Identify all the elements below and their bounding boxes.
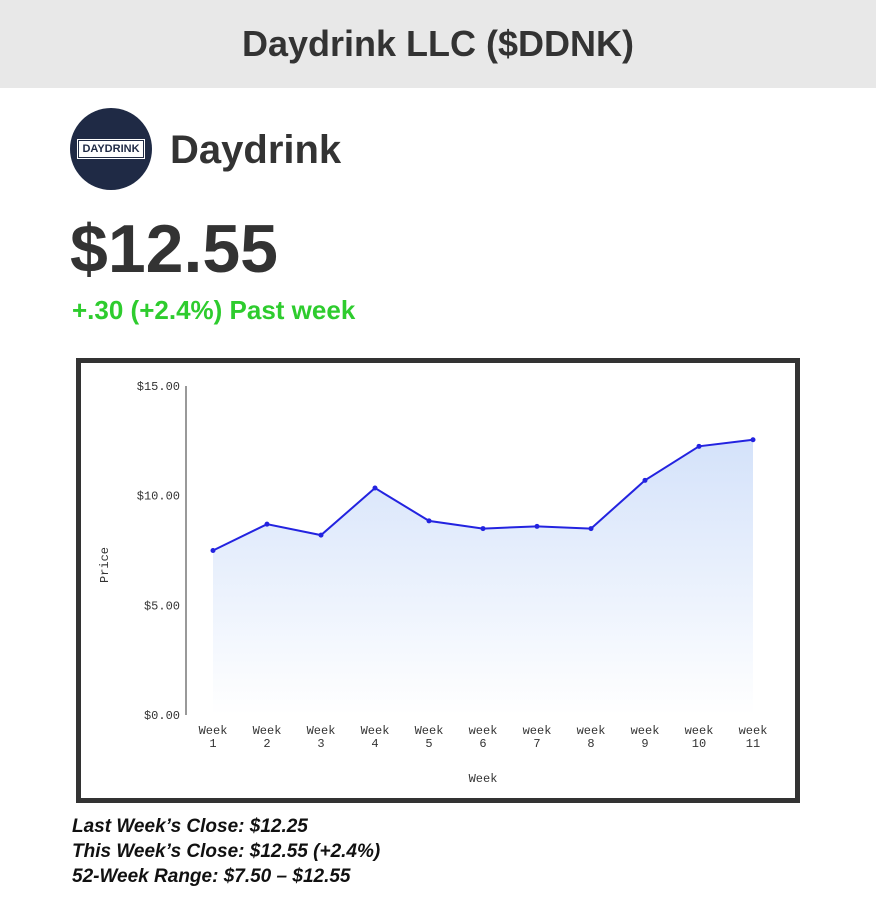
x-tick-label: Week 1 bbox=[199, 724, 228, 751]
x-tick-label: Week 2 bbox=[253, 724, 282, 751]
point bbox=[588, 526, 594, 532]
point bbox=[534, 523, 540, 529]
footer-line: 52-Week Range: $7.50 – $12.55 bbox=[72, 866, 351, 887]
x-axis-title: Week bbox=[469, 772, 498, 786]
x-tick-label: week 6 bbox=[469, 724, 498, 751]
x-tick-label: week 7 bbox=[523, 724, 552, 751]
x-tick-label: week 8 bbox=[577, 724, 606, 751]
company-name: Daydrink bbox=[170, 128, 342, 172]
x-tick-label: Week 5 bbox=[415, 724, 444, 751]
logo-text: DAYDRINK bbox=[77, 139, 145, 159]
point bbox=[318, 532, 324, 538]
footer-line: Last Week’s Close: $12.25 bbox=[72, 816, 308, 837]
point bbox=[210, 548, 216, 553]
point bbox=[480, 526, 486, 532]
point bbox=[264, 521, 270, 527]
y-axis-title: Price bbox=[98, 547, 112, 583]
point bbox=[750, 437, 756, 443]
price: $12.55 bbox=[70, 211, 278, 287]
x-tick-label: Week 3 bbox=[307, 724, 336, 751]
y-tick-label: $0.00 bbox=[144, 709, 180, 723]
y-tick-label: $10.00 bbox=[137, 490, 180, 504]
header-title: Daydrink LLC ($DDNK) bbox=[0, 0, 876, 88]
area bbox=[213, 439, 753, 715]
x-tick-label: week 11 bbox=[739, 724, 768, 751]
point bbox=[426, 518, 432, 524]
point bbox=[372, 485, 378, 491]
y-tick-label: $5.00 bbox=[144, 599, 180, 613]
y-tick-label: $15.00 bbox=[137, 380, 180, 394]
footer-line: This Week’s Close: $12.55 (+2.4%) bbox=[72, 841, 381, 862]
price-change: +.30 (+2.4%) Past week bbox=[72, 295, 356, 325]
company-logo: DAYDRINK bbox=[70, 108, 152, 190]
x-tick-label: week 10 bbox=[685, 724, 714, 751]
x-tick-label: Week 4 bbox=[361, 724, 390, 751]
point bbox=[696, 443, 702, 449]
x-tick-label: week 9 bbox=[631, 724, 660, 751]
point bbox=[642, 477, 648, 483]
